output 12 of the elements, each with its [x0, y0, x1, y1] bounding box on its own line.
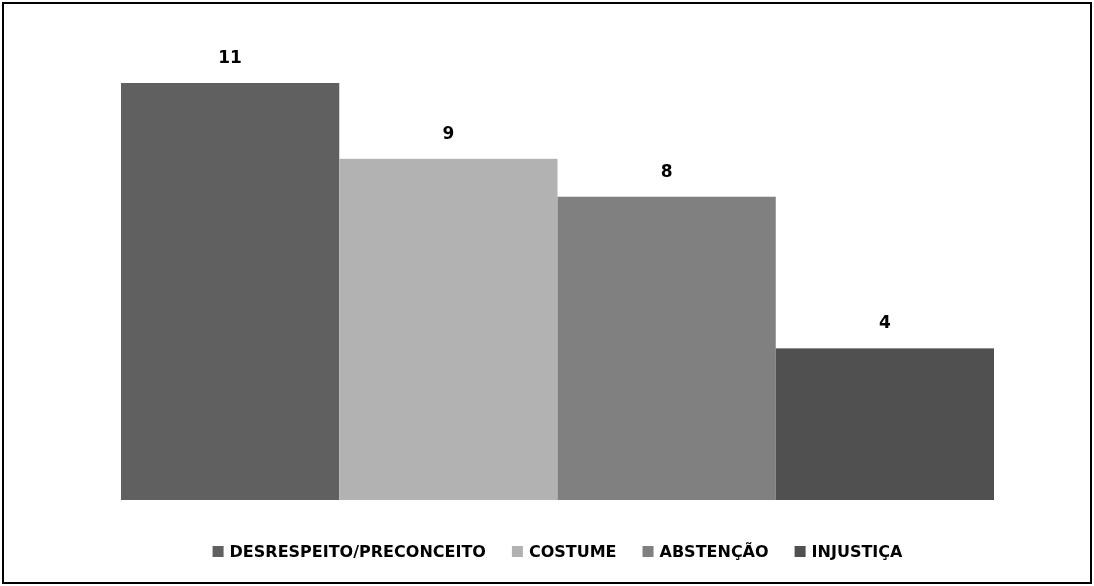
bar	[557, 196, 776, 500]
data-label: 4	[878, 312, 891, 333]
legend-label: COSTUME	[528, 542, 617, 561]
bar	[339, 158, 558, 500]
legend-label: ABSTENÇÃO	[659, 542, 769, 561]
legend-label: INJUSTIÇA	[811, 542, 904, 561]
bar	[121, 83, 340, 500]
legend-label: DESRESPEITO/PRECONCEITO	[229, 542, 486, 561]
data-label: 9	[442, 122, 455, 143]
data-label: 11	[218, 47, 242, 67]
bar	[775, 348, 994, 500]
data-label: 8	[660, 160, 673, 181]
